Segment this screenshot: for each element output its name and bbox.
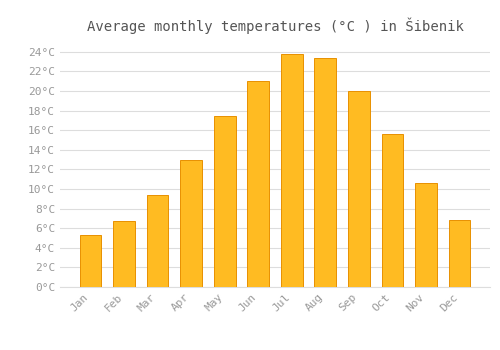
Bar: [248, 81, 269, 287]
Bar: [180, 160, 202, 287]
Bar: [415, 183, 437, 287]
Bar: [314, 58, 336, 287]
Bar: [113, 221, 135, 287]
Bar: [448, 220, 470, 287]
Title: Average monthly temperatures (°C ) in Šibenik: Average monthly temperatures (°C ) in Ši…: [86, 18, 464, 34]
Bar: [382, 134, 404, 287]
Bar: [146, 195, 169, 287]
Bar: [348, 91, 370, 287]
Bar: [281, 54, 302, 287]
Bar: [214, 117, 236, 287]
Bar: [80, 235, 102, 287]
